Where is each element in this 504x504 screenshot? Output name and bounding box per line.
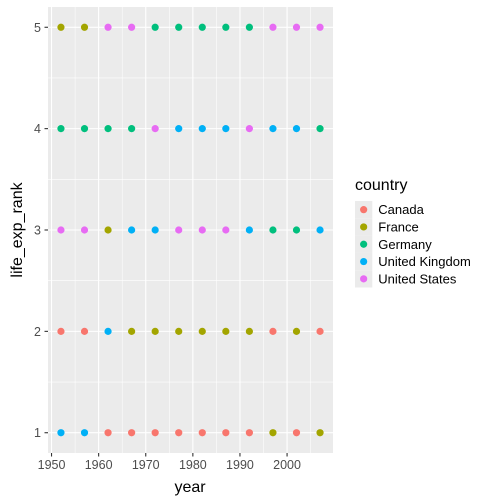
point-germany	[104, 125, 112, 133]
legend-item-france: France	[355, 218, 419, 236]
point-canada	[128, 429, 136, 437]
point-united-kingdom	[198, 125, 206, 133]
point-united-states	[151, 125, 159, 133]
point-france	[292, 327, 301, 335]
point-germany	[151, 23, 159, 31]
x-axis-tick-labels: 1950 1960 1970 1980 1990 2000	[38, 458, 301, 472]
point-canada	[57, 327, 65, 335]
point-united-kingdom	[269, 125, 277, 133]
point-germany	[269, 226, 277, 234]
legend-label-canada: Canada	[378, 202, 424, 217]
point-canada	[292, 429, 301, 437]
point-united-states	[128, 23, 136, 31]
legend-label-united-states: United States	[378, 271, 457, 286]
point-germany	[292, 226, 301, 234]
point-france	[151, 327, 159, 335]
point-france	[198, 327, 206, 335]
y-tick-label: 4	[34, 122, 41, 136]
legend-key-canada	[360, 206, 368, 214]
x-tick-label: 1960	[85, 458, 113, 472]
point-germany	[198, 23, 206, 31]
point-france	[245, 327, 253, 335]
point-canada	[175, 429, 183, 437]
point-united-states	[198, 226, 206, 234]
point-united-kingdom	[316, 226, 324, 234]
point-canada	[316, 327, 324, 335]
point-france	[128, 327, 136, 335]
point-united-kingdom	[57, 429, 65, 437]
x-tick-label: 1950	[38, 458, 66, 472]
point-united-states	[292, 23, 301, 31]
point-canada	[269, 327, 277, 335]
point-united-states	[316, 23, 324, 31]
axis-ticks	[44, 26, 288, 457]
x-tick-label: 2000	[273, 458, 301, 472]
point-france	[57, 23, 65, 31]
y-axis-title: life_exp_rank	[9, 181, 26, 277]
point-united-kingdom	[80, 429, 89, 437]
point-united-states	[175, 226, 183, 234]
point-germany	[128, 125, 136, 133]
point-canada	[80, 327, 89, 335]
y-axis-tick-labels: 1 2 3 4 5	[34, 21, 41, 440]
point-canada	[198, 429, 206, 437]
point-germany	[80, 125, 89, 133]
point-united-kingdom	[222, 125, 230, 133]
y-tick-label: 1	[34, 426, 41, 440]
legend-item-germany: Germany	[355, 235, 432, 253]
legend-key-united-kingdom	[360, 257, 368, 266]
legend-item-united-states: United States	[355, 270, 457, 288]
point-united-states	[104, 23, 112, 31]
legend-items: Canada France Germany United Kingdom United …	[355, 201, 471, 288]
point-united-kingdom	[175, 125, 183, 133]
point-germany	[316, 125, 324, 133]
x-tick-label: 1980	[179, 458, 207, 472]
x-tick-label: 1970	[132, 458, 160, 472]
major-gridlines	[48, 7, 333, 453]
point-united-kingdom	[128, 226, 136, 234]
y-tick-label: 2	[34, 325, 41, 339]
legend-key-france	[360, 223, 368, 231]
point-canada	[104, 429, 112, 437]
point-france	[104, 226, 112, 234]
point-germany	[57, 125, 65, 133]
point-canada	[151, 429, 159, 437]
point-germany	[245, 23, 253, 31]
point-france	[316, 429, 324, 437]
point-france	[269, 429, 277, 437]
legend-item-canada: Canada	[355, 201, 425, 219]
legend: country Canada France Germany United Kingdo…	[355, 177, 471, 288]
y-tick-label: 5	[34, 21, 41, 35]
point-united-kingdom	[292, 125, 301, 133]
point-united-states	[80, 226, 89, 234]
point-canada	[245, 429, 253, 437]
point-united-states	[269, 23, 277, 31]
point-germany	[175, 23, 183, 31]
x-axis-title: year	[174, 479, 206, 496]
point-united-states	[57, 226, 65, 234]
legend-key-germany	[360, 240, 368, 248]
point-united-states	[245, 125, 253, 133]
legend-item-united-kingdom: United Kingdom	[355, 252, 471, 271]
y-tick-label: 3	[34, 224, 41, 238]
x-tick-label: 1990	[226, 458, 254, 472]
data-points	[57, 23, 324, 437]
point-united-kingdom	[245, 226, 253, 234]
point-france	[175, 327, 183, 335]
legend-label-germany: Germany	[378, 237, 432, 252]
legend-key-united-states	[360, 275, 368, 283]
point-united-kingdom	[151, 226, 159, 234]
legend-title: country	[355, 177, 407, 194]
legend-label-france: France	[378, 219, 418, 234]
point-united-states	[222, 226, 230, 234]
point-france	[80, 23, 89, 31]
point-canada	[222, 429, 230, 437]
point-france	[222, 327, 230, 335]
legend-label-united-kingdom: United Kingdom	[378, 254, 471, 269]
point-germany	[222, 23, 230, 31]
point-united-kingdom	[104, 327, 112, 335]
